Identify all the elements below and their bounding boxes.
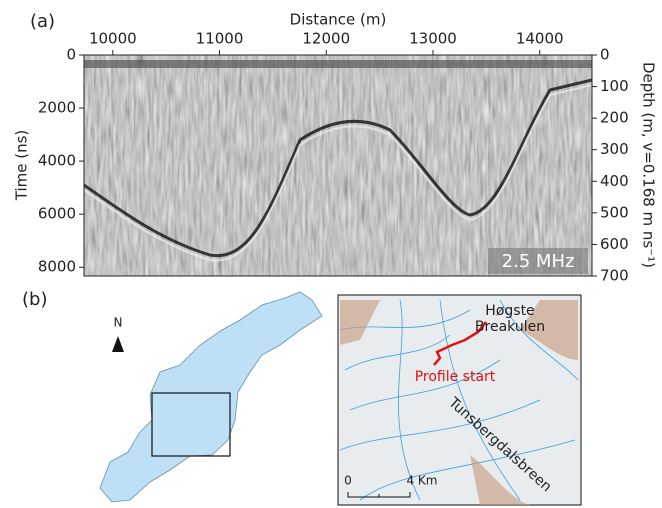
figure: 2.5 MHz (a) Distance (m) Time (ns) Depth… (0, 0, 662, 508)
y2-tick-label: 300 (600, 140, 629, 158)
scale-start: 0 (344, 474, 352, 488)
y2-axis-label: Depth (m, v=0.168 m ns⁻¹) (640, 62, 658, 268)
panel-label: (a) (30, 11, 55, 32)
y2-tick-label: 500 (600, 203, 629, 221)
y-tick-label: 2000 (38, 99, 76, 117)
y-axis-label: Time (ns) (13, 130, 31, 202)
north-arrow (112, 336, 124, 352)
x-tick-label: 12000 (302, 30, 350, 48)
glacier-outline (100, 292, 322, 502)
x-tick-label: 10000 (89, 30, 137, 48)
x-tick-label: 13000 (409, 30, 457, 48)
y-tick-label: 0 (66, 46, 76, 64)
y-tick-label: 6000 (38, 205, 76, 223)
panel-label: (b) (22, 289, 47, 310)
y-tick-label: 4000 (38, 152, 76, 170)
profile-start-label: Profile start (415, 369, 496, 385)
x-axis-label: Distance (m) (290, 11, 387, 29)
y2-tick-label: 700 (600, 267, 629, 285)
north-label: N (114, 316, 123, 330)
y2-tick-label: 400 (600, 172, 629, 190)
x-tick-label: 11000 (196, 30, 244, 48)
y2-tick-label: 600 (600, 235, 629, 253)
y2-tick-label: 100 (600, 77, 629, 95)
y2-tick-label: 0 (600, 46, 610, 64)
x-tick-label: 14000 (516, 30, 564, 48)
radargram-image (84, 55, 592, 276)
y2-tick-label: 200 (600, 109, 629, 127)
y-tick-label: 8000 (38, 258, 76, 276)
scale-end: 4 Km (406, 474, 437, 488)
annotation: 2.5 MHz (502, 251, 575, 272)
